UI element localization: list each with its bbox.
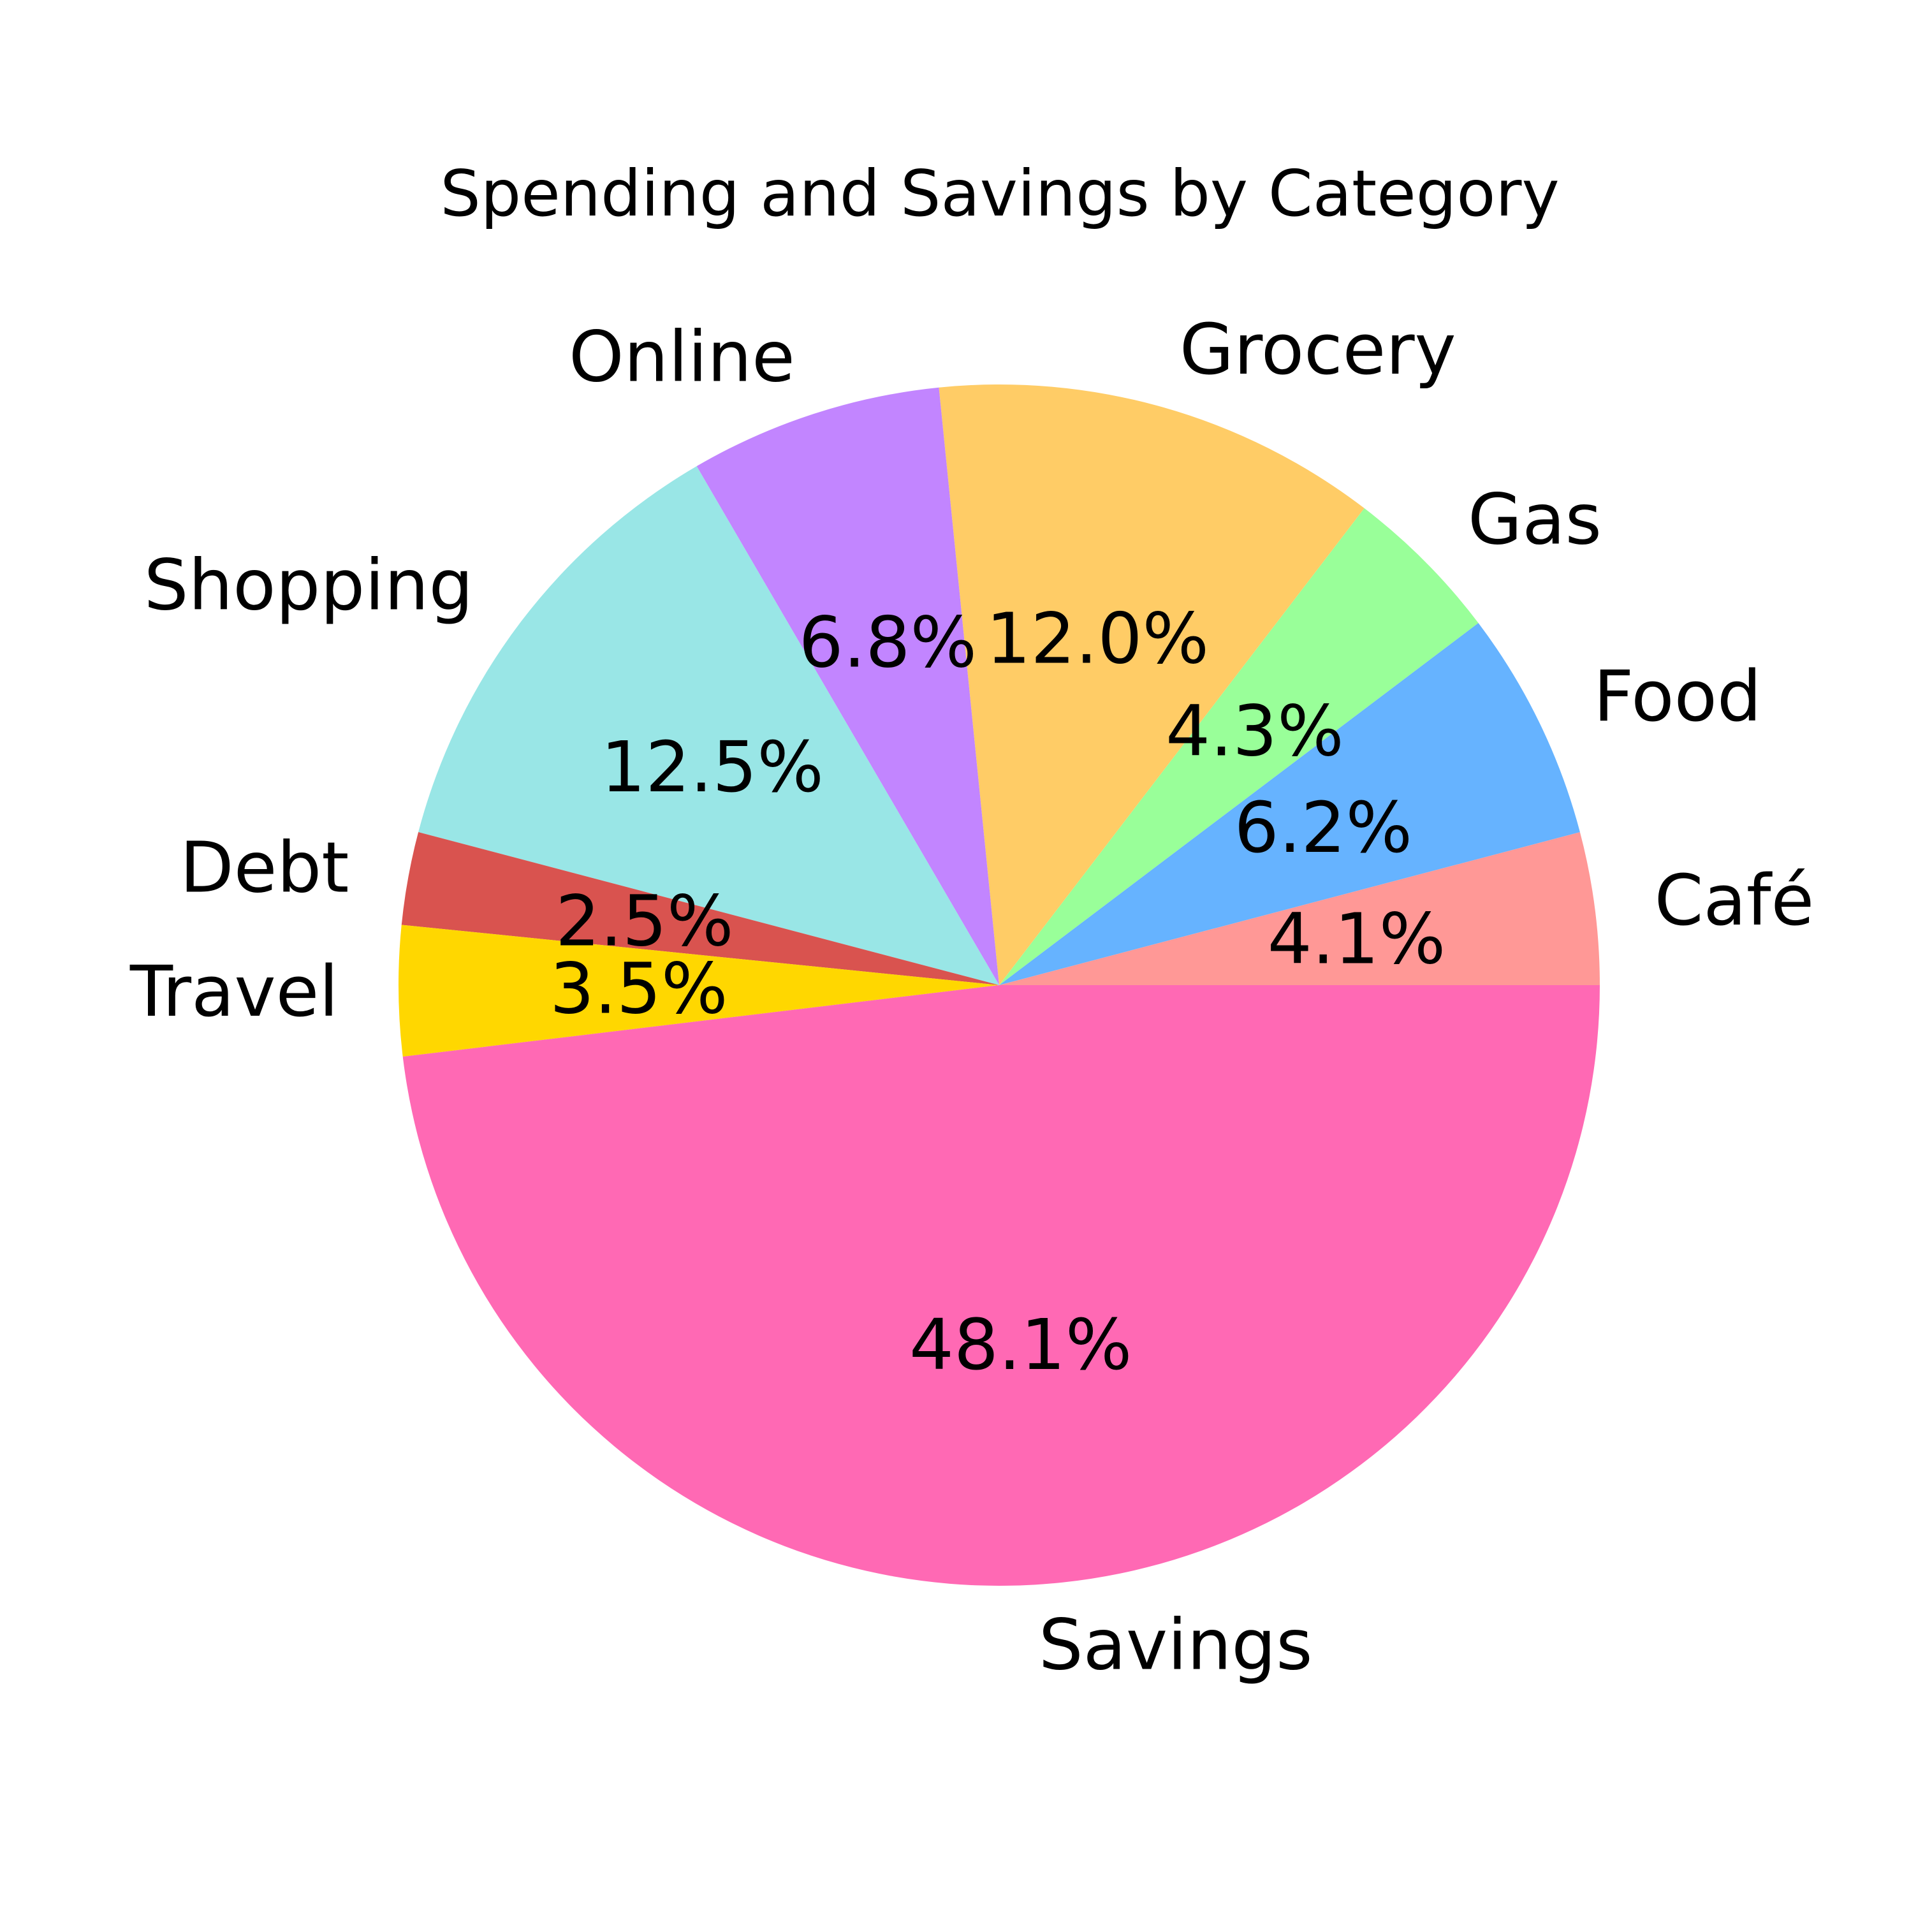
- pct-label-travel: 3.5%: [550, 948, 728, 1029]
- slice-label-savings: Savings: [1039, 1604, 1313, 1685]
- pct-label-cafe: 4.1%: [1268, 898, 1445, 979]
- slice-label-debt: Debt: [180, 826, 349, 908]
- pct-label-savings: 48.1%: [909, 1304, 1132, 1386]
- pie-slice-online: [696, 387, 999, 985]
- pct-label-debt: 2.5%: [555, 880, 733, 962]
- slice-label-online: Online: [569, 316, 795, 398]
- slice-label-grocery: Grocery: [1180, 309, 1456, 390]
- pct-label-food: 6.2%: [1234, 787, 1412, 868]
- pie-slice-food: [999, 623, 1580, 985]
- pct-label-online: 6.8%: [799, 601, 977, 683]
- pie-slice-travel: [399, 925, 999, 1057]
- slice-label-shopping: Shopping: [144, 545, 474, 626]
- slice-label-travel: Travel: [129, 951, 339, 1032]
- pie-slice-gas: [999, 508, 1479, 985]
- slice-label-cafe: Café: [1655, 860, 1815, 941]
- pie-slice-savings: [402, 985, 1600, 1586]
- pie-slice-grocery: [939, 384, 1365, 985]
- pie-slice-debt: [401, 832, 999, 985]
- chart-title: Spending and Savings by Category: [440, 156, 1559, 231]
- pie-labels: Café 4.1% Food 6.2% Gas 4.3% Grocery 12.0% Onlin…: [129, 309, 1814, 1685]
- pie-slices: [399, 384, 1600, 1586]
- pct-label-shopping: 12.5%: [601, 726, 823, 808]
- pie-slice-cafe: [999, 832, 1600, 985]
- pct-label-gas: 4.3%: [1166, 691, 1343, 772]
- pct-label-grocery: 12.0%: [986, 597, 1209, 679]
- slice-label-food: Food: [1593, 655, 1762, 737]
- slice-label-gas: Gas: [1468, 479, 1602, 560]
- pie-slice-shopping: [418, 466, 999, 985]
